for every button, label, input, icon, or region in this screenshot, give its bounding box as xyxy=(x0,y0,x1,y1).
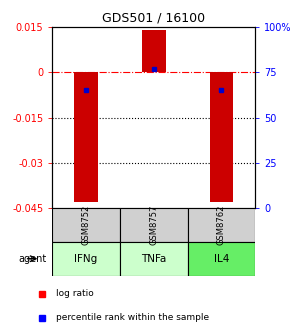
Title: GDS501 / 16100: GDS501 / 16100 xyxy=(102,11,205,24)
Text: GSM8752: GSM8752 xyxy=(81,205,90,245)
Bar xyxy=(120,208,188,242)
Text: IL4: IL4 xyxy=(214,254,229,264)
Text: GSM8762: GSM8762 xyxy=(217,205,226,245)
Bar xyxy=(188,208,255,242)
Text: log ratio: log ratio xyxy=(56,290,94,298)
Bar xyxy=(188,242,255,276)
Bar xyxy=(120,242,188,276)
Text: GSM8757: GSM8757 xyxy=(149,205,158,245)
Text: IFNg: IFNg xyxy=(75,254,98,264)
Bar xyxy=(142,30,166,72)
Text: agent: agent xyxy=(18,254,46,264)
Bar xyxy=(52,242,120,276)
Bar xyxy=(209,72,233,202)
Text: TNFa: TNFa xyxy=(141,254,166,264)
Bar xyxy=(74,72,98,202)
Text: percentile rank within the sample: percentile rank within the sample xyxy=(56,313,209,322)
Bar xyxy=(52,208,120,242)
